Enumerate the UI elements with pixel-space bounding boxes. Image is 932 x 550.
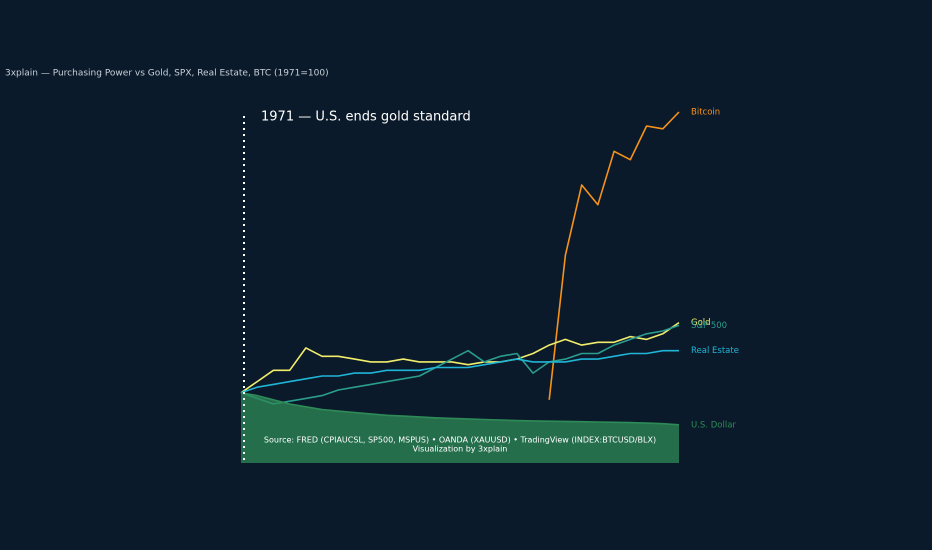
area [241,392,679,463]
legend-label: Gold [691,318,711,328]
chart-title: 3xplain — Purchasing Power vs Gold, SPX,… [5,69,329,79]
source: Source: FRED (CPIAUCSL, SP500, MSPUS) • … [264,436,656,445]
line [240,349,679,394]
legend-label: Bitcoin [691,108,720,118]
annotation: 1971 — U.S. ends gold standard [261,110,471,125]
line [240,324,680,405]
credit: Visualization by 3xplain [413,445,508,454]
plot [240,111,680,463]
legend-label: U.S. Dollar [691,420,736,430]
legend-label: Real Estate [691,346,739,356]
line [240,321,680,394]
legend-label: S&P 500 [691,321,727,331]
line [240,392,680,426]
line [548,111,680,400]
